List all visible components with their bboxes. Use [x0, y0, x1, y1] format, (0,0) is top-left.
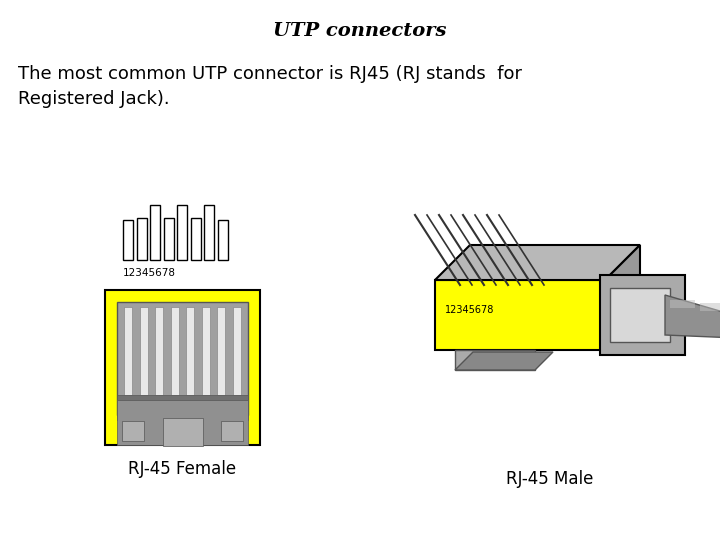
- Text: 12345678: 12345678: [123, 268, 176, 278]
- Bar: [202, 307, 210, 395]
- Bar: [163, 418, 202, 446]
- Bar: [171, 307, 179, 395]
- Bar: [150, 205, 160, 260]
- Bar: [435, 280, 605, 350]
- Bar: [455, 350, 535, 370]
- Bar: [117, 395, 248, 420]
- Text: RJ-45 Female: RJ-45 Female: [128, 460, 237, 478]
- Polygon shape: [455, 352, 553, 370]
- Bar: [163, 218, 174, 260]
- Text: 12345678: 12345678: [445, 305, 495, 315]
- Bar: [610, 288, 670, 342]
- Bar: [217, 307, 225, 395]
- Bar: [191, 218, 200, 260]
- Polygon shape: [600, 275, 685, 355]
- Bar: [177, 205, 187, 260]
- Text: The most common UTP connector is RJ45 (RJ stands  for: The most common UTP connector is RJ45 (R…: [18, 65, 522, 83]
- Bar: [137, 218, 146, 260]
- Bar: [700, 303, 720, 311]
- Bar: [122, 421, 144, 441]
- Polygon shape: [605, 245, 640, 350]
- Bar: [117, 302, 248, 415]
- Bar: [140, 307, 148, 395]
- Bar: [204, 205, 214, 260]
- Text: RJ-45 Male: RJ-45 Male: [506, 470, 594, 488]
- Polygon shape: [665, 295, 720, 340]
- Text: UTP connectors: UTP connectors: [274, 22, 446, 40]
- Bar: [670, 300, 695, 308]
- Bar: [117, 400, 248, 445]
- Bar: [186, 307, 194, 395]
- Bar: [233, 307, 240, 395]
- Bar: [217, 220, 228, 260]
- Bar: [156, 307, 163, 395]
- Polygon shape: [435, 245, 640, 280]
- Bar: [105, 290, 260, 445]
- Text: Registered Jack).: Registered Jack).: [18, 90, 170, 108]
- Bar: [221, 421, 243, 441]
- Bar: [123, 220, 133, 260]
- Bar: [125, 307, 132, 395]
